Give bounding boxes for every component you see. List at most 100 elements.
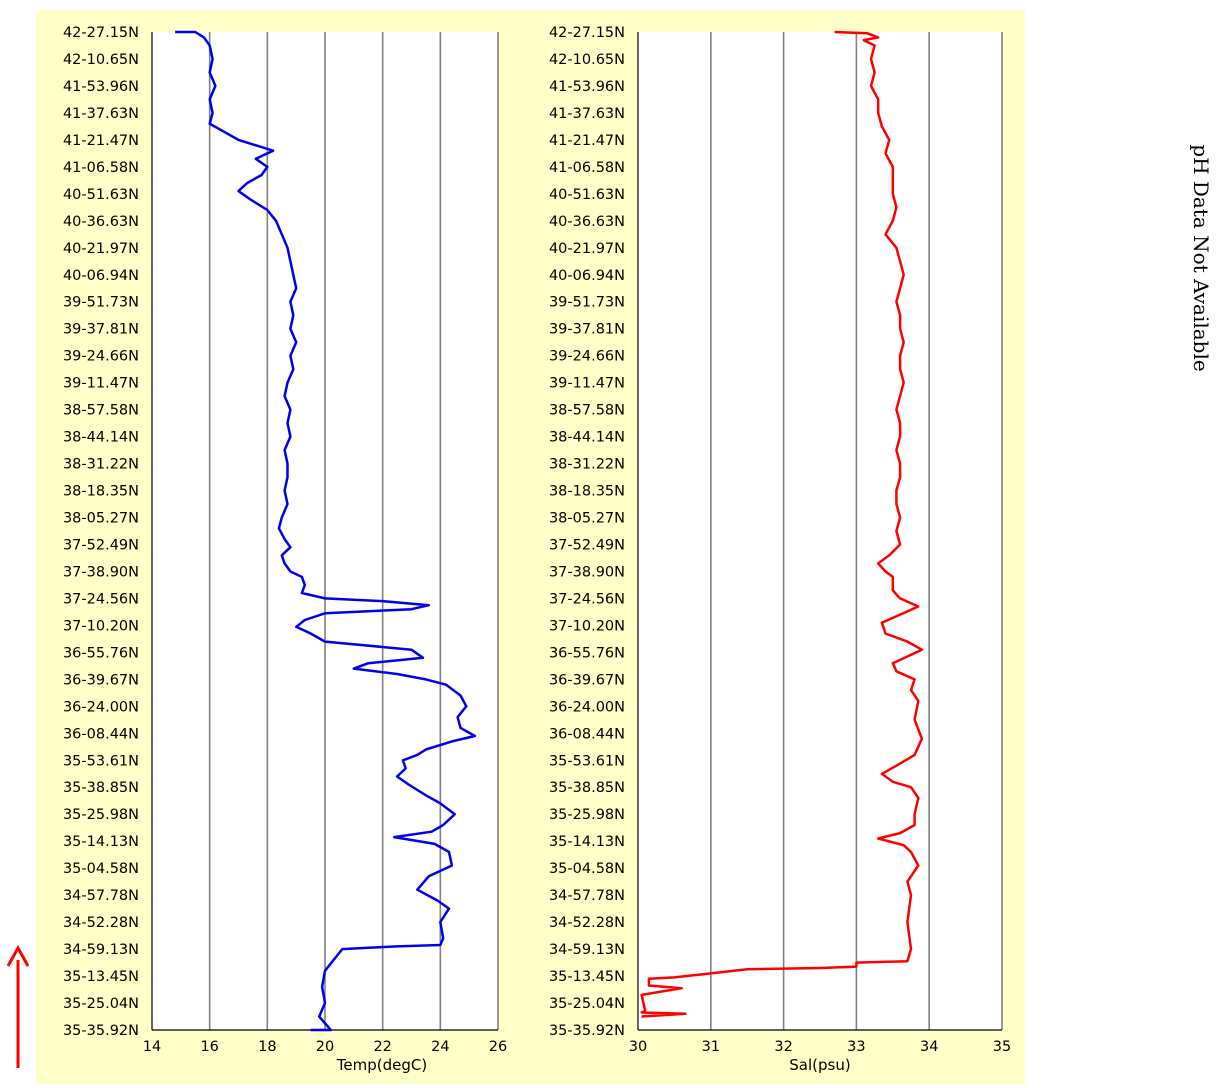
sal-y-tick-label: 35-25.04N xyxy=(549,996,625,1012)
sal-y-tick-label: 40-51.63N xyxy=(549,187,625,203)
temp-y-tick-label: 35-38.85N xyxy=(63,780,139,796)
temp-x-tick-label: 18 xyxy=(258,1039,276,1055)
temp-y-tick-label: 42-27.15N xyxy=(63,25,139,41)
sal-plot-area xyxy=(638,32,1002,1030)
sal-x-tick-label: 33 xyxy=(847,1039,865,1055)
sal-y-tick-label: 37-52.49N xyxy=(549,537,625,553)
temp-y-tick-label: 35-35.92N xyxy=(63,1023,139,1039)
temp-x-tick-label: 16 xyxy=(200,1039,218,1055)
sal-y-tick-label: 34-59.13N xyxy=(549,942,625,958)
sal-x-tick-label: 35 xyxy=(993,1039,1011,1055)
sal-y-tick-label: 38-05.27N xyxy=(549,511,625,527)
sal-y-tick-label: 38-31.22N xyxy=(549,457,625,473)
temp-y-tick-label: 37-52.49N xyxy=(63,537,139,553)
sal-y-tick-label: 42-10.65N xyxy=(549,52,625,68)
sal-y-tick-label: 36-39.67N xyxy=(549,672,625,688)
sal-y-tick-label: 35-14.13N xyxy=(549,834,625,850)
sal-y-tick-label: 36-55.76N xyxy=(549,645,625,661)
temp-y-tick-label: 41-53.96N xyxy=(63,79,139,95)
temp-y-tick-label: 37-10.20N xyxy=(63,618,139,634)
temp-y-tick-label: 39-51.73N xyxy=(63,295,139,311)
temp-x-tick-label: 14 xyxy=(143,1039,161,1055)
sal-y-tick-label: 40-36.63N xyxy=(549,214,625,230)
sal-y-tick-label: 39-37.81N xyxy=(549,322,625,338)
sal-y-tick-label: 34-57.78N xyxy=(549,888,625,904)
sal-y-tick-label: 36-08.44N xyxy=(549,726,625,742)
temp-y-tick-label: 34-52.28N xyxy=(63,915,139,931)
sal-y-tick-label: 37-38.90N xyxy=(549,564,625,580)
sal-y-tick-label: 40-06.94N xyxy=(549,268,625,284)
sal-x-tick-label: 30 xyxy=(629,1039,647,1055)
sal-y-tick-label: 37-24.56N xyxy=(549,591,625,607)
temp-y-tick-label: 41-21.47N xyxy=(63,133,139,149)
temp-y-tick-label: 36-24.00N xyxy=(63,699,139,715)
sal-y-tick-label: 41-06.58N xyxy=(549,160,625,176)
sal-y-tick-label: 38-44.14N xyxy=(549,430,625,446)
temperature-chart-panel: 14 16 18 20 22 24 26 35-35.92N 35-25.04N 35-13.45… xyxy=(36,10,524,1084)
sal-x-axis-title: Sal(psu) xyxy=(789,1056,850,1074)
temp-y-tick-label: 39-24.66N xyxy=(63,349,139,365)
sal-y-tick-label: 35-25.98N xyxy=(549,807,625,823)
salinity-chart-panel: 30 31 32 33 34 35 35-35.92N 35-25.04N 35-13.45N 3… xyxy=(522,10,1025,1084)
temp-y-tick-label: 36-55.76N xyxy=(63,645,139,661)
temp-x-tick-label: 24 xyxy=(431,1039,449,1055)
sal-x-tick-label: 34 xyxy=(920,1039,938,1055)
temp-y-tick-label: 38-44.14N xyxy=(63,430,139,446)
temp-y-tick-label: 35-04.58N xyxy=(63,861,139,877)
temp-y-tick-label: 39-11.47N xyxy=(63,376,139,392)
sal-y-tick-label: 39-51.73N xyxy=(549,295,625,311)
temperature-line xyxy=(175,30,477,1032)
temp-y-tick-label: 36-08.44N xyxy=(63,726,139,742)
temp-y-tick-label: 38-05.27N xyxy=(63,511,139,527)
temp-y-tick-label: 37-24.56N xyxy=(63,591,139,607)
sal-y-tick-label: 42-27.15N xyxy=(549,25,625,41)
sal-y-tick-label: 34-52.28N xyxy=(549,915,625,931)
temp-y-tick-label: 41-37.63N xyxy=(63,106,139,122)
temp-y-tick-label: 35-14.13N xyxy=(63,834,139,850)
ph-unavailable-note: pH Data Not Available xyxy=(1189,144,1213,371)
temp-y-tick-label: 40-06.94N xyxy=(63,268,139,284)
direction-arrow xyxy=(6,944,30,1068)
temp-x-tick-label: 22 xyxy=(373,1039,391,1055)
temp-y-tick-label: 40-36.63N xyxy=(63,214,139,230)
sal-y-tick-label: 36-24.00N xyxy=(549,699,625,715)
arrow-head xyxy=(6,944,30,967)
temp-y-tick-label: 34-57.78N xyxy=(63,888,139,904)
temp-y-tick-label: 35-25.04N xyxy=(63,996,139,1012)
sal-y-tick-label: 35-53.61N xyxy=(549,753,625,769)
sal-y-tick-label: 35-04.58N xyxy=(549,861,625,877)
sal-y-tick-label: 39-24.66N xyxy=(549,349,625,365)
sal-y-tick-label: 40-21.97N xyxy=(549,241,625,257)
sal-x-tick-label: 31 xyxy=(702,1039,720,1055)
sal-y-tick-label: 35-38.85N xyxy=(549,780,625,796)
temp-x-tick-label: 26 xyxy=(489,1039,507,1055)
temp-y-tick-label: 36-39.67N xyxy=(63,672,139,688)
sal-y-tick-label: 41-37.63N xyxy=(549,106,625,122)
sal-y-tick-label: 35-35.92N xyxy=(549,1023,625,1039)
sal-y-tick-label: 38-18.35N xyxy=(549,484,625,500)
temp-y-tick-label: 34-59.13N xyxy=(63,942,139,958)
sal-y-tick-label: 39-11.47N xyxy=(549,376,625,392)
temp-y-tick-label: 39-37.81N xyxy=(63,322,139,338)
temp-y-tick-label: 42-10.65N xyxy=(63,52,139,68)
temp-x-tick-label: 20 xyxy=(316,1039,334,1055)
temp-y-tick-label: 35-53.61N xyxy=(63,753,139,769)
sal-x-tick-label: 32 xyxy=(774,1039,792,1055)
salinity-line xyxy=(640,30,924,1018)
temp-y-tick-label: 38-31.22N xyxy=(63,457,139,473)
temp-y-tick-label: 37-38.90N xyxy=(63,564,139,580)
sal-y-tick-label: 41-53.96N xyxy=(549,79,625,95)
temp-y-tick-label: 38-57.58N xyxy=(63,403,139,419)
temp-y-tick-label: 40-51.63N xyxy=(63,187,139,203)
temp-y-tick-label: 41-06.58N xyxy=(63,160,139,176)
sal-y-tick-label: 37-10.20N xyxy=(549,618,625,634)
temp-y-tick-label: 35-13.45N xyxy=(63,969,139,985)
temp-y-tick-label: 40-21.97N xyxy=(63,241,139,257)
temp-y-tick-label: 38-18.35N xyxy=(63,484,139,500)
sal-y-tick-label: 35-13.45N xyxy=(549,969,625,985)
sal-y-tick-label: 41-21.47N xyxy=(549,133,625,149)
temp-y-tick-label: 35-25.98N xyxy=(63,807,139,823)
temp-x-axis-title: Temp(degC) xyxy=(336,1056,427,1074)
sal-y-tick-label: 38-57.58N xyxy=(549,403,625,419)
